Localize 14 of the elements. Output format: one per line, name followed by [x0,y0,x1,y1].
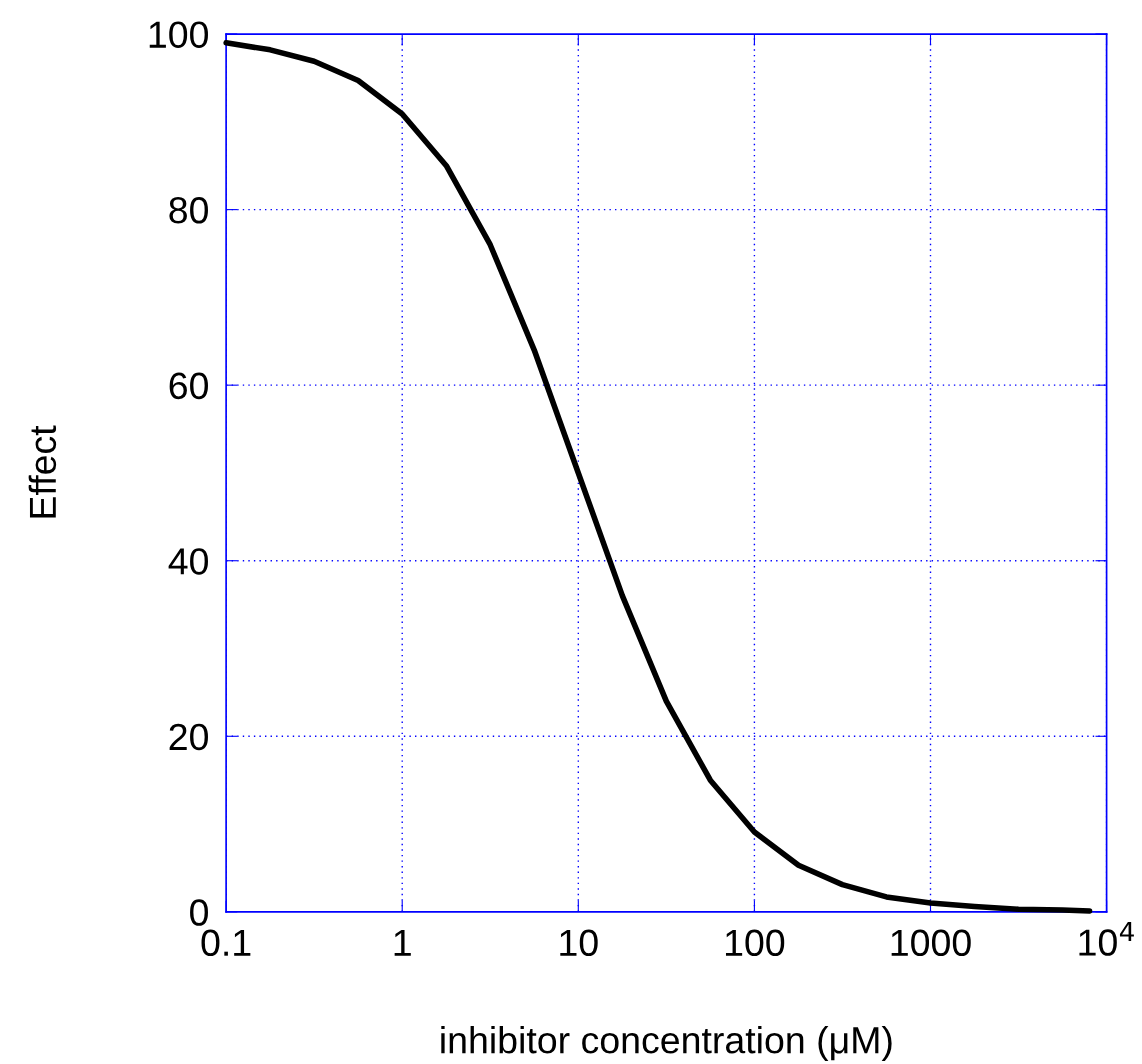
y-tick-label: 80 [169,197,208,224]
y-tick-label: 40 [168,548,208,575]
y-tick-label: 60 [169,372,208,400]
y-tick-label: 0 [190,899,208,926]
y-axis-title: Effect [28,425,57,518]
x-tick-label: 0.1 [201,929,251,957]
x-tick-label: 10 [560,929,598,957]
x-tick-label: 1 [394,929,411,956]
x-tick-label: 100 [725,929,785,957]
x-axis-title: inhibitor concentration (μM) [441,1025,892,1061]
y-tick-label: 100 [149,21,208,49]
x-tick-label: 10$^{4}$ [1079,921,1134,956]
x-tick-label: 1000 [891,929,971,957]
y-tick-label: 20 [169,723,208,751]
